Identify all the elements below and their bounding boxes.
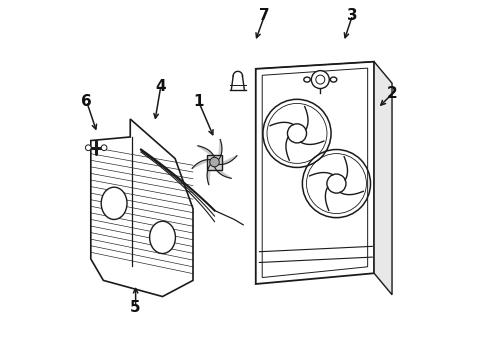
- Text: 2: 2: [387, 86, 397, 102]
- Text: 4: 4: [155, 79, 166, 94]
- Circle shape: [101, 145, 107, 150]
- Circle shape: [311, 71, 329, 89]
- Polygon shape: [198, 146, 215, 157]
- Text: 6: 6: [81, 94, 92, 109]
- Polygon shape: [207, 165, 210, 185]
- Text: 7: 7: [259, 8, 270, 23]
- Polygon shape: [374, 62, 392, 295]
- Ellipse shape: [304, 77, 310, 82]
- Text: 1: 1: [193, 94, 204, 109]
- FancyBboxPatch shape: [207, 154, 222, 170]
- Polygon shape: [192, 159, 210, 168]
- Text: 3: 3: [347, 8, 358, 23]
- Circle shape: [85, 145, 91, 150]
- Ellipse shape: [101, 187, 127, 220]
- Text: 5: 5: [130, 300, 141, 315]
- Polygon shape: [215, 167, 231, 178]
- Circle shape: [210, 157, 220, 167]
- Polygon shape: [219, 156, 237, 165]
- Ellipse shape: [330, 77, 337, 82]
- Ellipse shape: [149, 221, 175, 253]
- Polygon shape: [219, 139, 222, 160]
